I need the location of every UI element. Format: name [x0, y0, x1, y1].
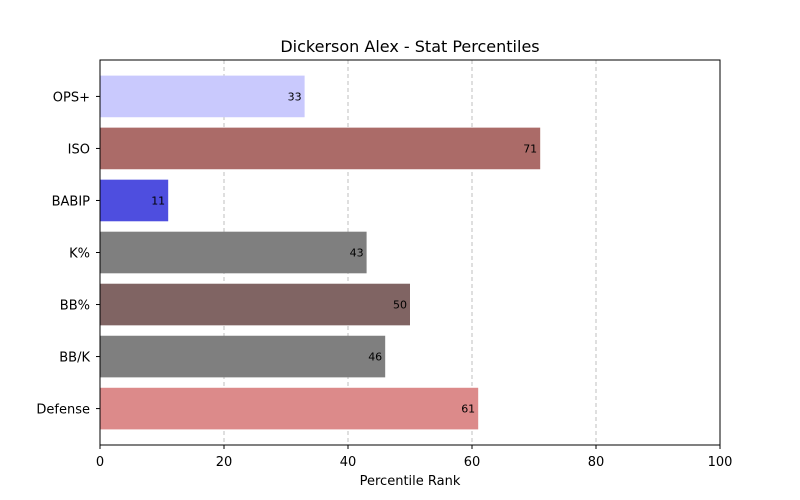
- x-axis-ticks: 0 20 40 60 80 100: [96, 445, 733, 470]
- y-tick-label-bb-k: BB/K: [59, 351, 90, 366]
- y-tick-label-ops: OPS+: [53, 90, 90, 105]
- x-tick-label-100: 100: [708, 455, 733, 470]
- x-tick-label-40: 40: [340, 455, 357, 470]
- y-tick-label-babip: BABIP: [52, 194, 91, 209]
- data-label-bb: 50: [393, 299, 407, 312]
- data-label-iso: 71: [523, 142, 537, 155]
- y-tick-label-bb: BB%: [60, 299, 90, 314]
- x-tick-label-60: 60: [464, 455, 481, 470]
- bar-ops: [100, 75, 305, 118]
- x-tick-label-0: 0: [96, 455, 104, 470]
- y-tick-label-iso: ISO: [68, 142, 90, 157]
- y-tick-label-defense: Defense: [36, 403, 90, 418]
- y-axis-ticks: OPS+ ISO BABIP K% BB% BB/K Defense: [36, 90, 100, 418]
- bar-defense: [100, 387, 479, 430]
- data-label-ops: 33: [288, 90, 302, 103]
- data-label-bb-k: 46: [368, 351, 382, 364]
- bar-bb-k: [100, 335, 386, 378]
- x-axis-label: Percentile Rank: [360, 474, 461, 489]
- chart-title: Dickerson Alex - Stat Percentiles: [280, 37, 539, 56]
- bar-iso: [100, 127, 541, 170]
- bar-babip: [100, 179, 169, 222]
- x-tick-label-80: 80: [588, 455, 605, 470]
- bars: 33 71 11 43 50 46 61: [100, 75, 541, 430]
- data-label-k: 43: [350, 247, 364, 260]
- data-label-defense: 61: [461, 403, 475, 416]
- data-label-babip: 11: [151, 194, 165, 207]
- x-tick-label-20: 20: [216, 455, 233, 470]
- y-tick-label-k: K%: [69, 247, 90, 262]
- bar-bb: [100, 283, 410, 326]
- bar-k: [100, 231, 367, 274]
